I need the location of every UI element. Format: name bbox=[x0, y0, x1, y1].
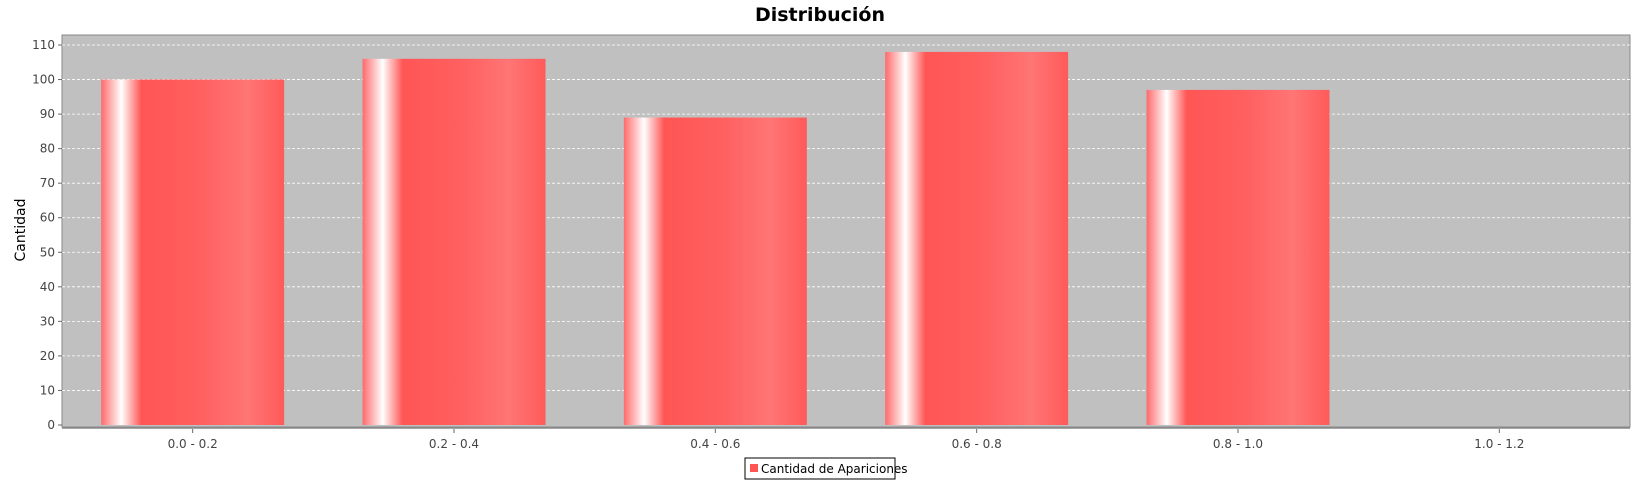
y-tick-label: 20 bbox=[40, 349, 55, 363]
bar bbox=[885, 51, 1069, 426]
legend-box bbox=[744, 457, 896, 480]
legend-label: Cantidad de Apariciones bbox=[761, 462, 908, 476]
bar bbox=[101, 79, 285, 425]
y-axis-title: Cantidad bbox=[13, 199, 29, 262]
bar bbox=[1146, 89, 1330, 425]
y-tick-label: 0 bbox=[47, 418, 55, 432]
y-tick-label: 80 bbox=[40, 142, 55, 156]
legend: Cantidad de Apariciones bbox=[744, 457, 908, 480]
y-tick-label: 30 bbox=[40, 314, 55, 328]
x-tick-label: 0.2 - 0.4 bbox=[429, 437, 479, 451]
x-tick-label: 0.6 - 0.8 bbox=[952, 437, 1002, 451]
bar bbox=[623, 117, 807, 425]
y-tick-label: 50 bbox=[40, 245, 55, 259]
y-tick-label: 110 bbox=[32, 38, 55, 52]
y-tick-label: 40 bbox=[40, 280, 55, 294]
y-tick-label: 100 bbox=[32, 73, 55, 87]
gridlines bbox=[62, 44, 1630, 391]
x-axis-ticks: 0.0 - 0.2 0.2 - 0.4 0.4 - 0.6 0.6 - 0.8 0.8 … bbox=[168, 429, 1524, 451]
y-tick-label: 90 bbox=[40, 107, 55, 121]
chart-title: Distribución bbox=[755, 4, 885, 26]
bars bbox=[101, 51, 1330, 426]
y-tick-label: 60 bbox=[40, 211, 55, 225]
x-tick-label: 1.0 - 1.2 bbox=[1474, 437, 1524, 451]
x-tick-label: 0.0 - 0.2 bbox=[168, 437, 218, 451]
y-tick-label: 10 bbox=[40, 383, 55, 397]
x-tick-label: 0.4 - 0.6 bbox=[690, 437, 740, 451]
bar bbox=[362, 58, 546, 426]
plot-area bbox=[61, 34, 1631, 428]
legend-swatch bbox=[750, 464, 758, 472]
x-tick-label: 0.8 - 1.0 bbox=[1213, 437, 1263, 451]
y-tick-label: 70 bbox=[40, 176, 55, 190]
y-axis-ticks: 0 10 20 30 40 50 60 70 80 90 100 110 bbox=[32, 38, 62, 432]
